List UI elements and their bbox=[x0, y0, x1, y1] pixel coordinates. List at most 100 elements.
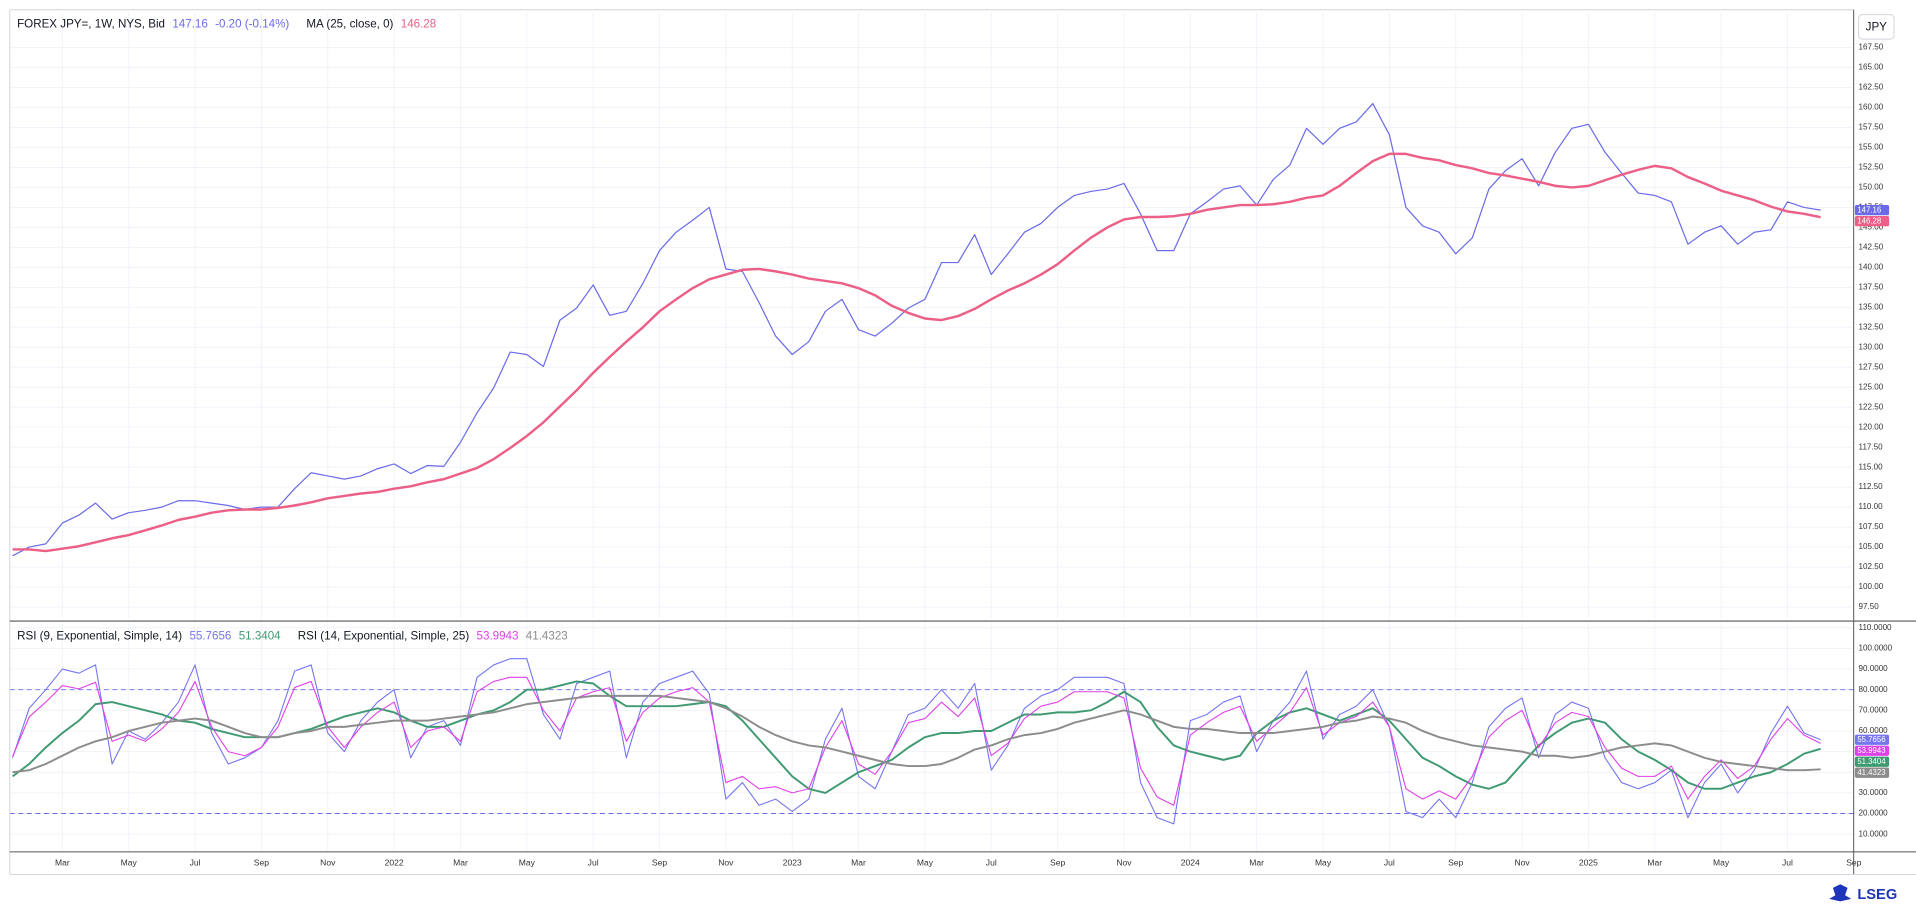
y-tick-label: 120.00 bbox=[1859, 422, 1884, 431]
last-value-label: 147.16 bbox=[1857, 206, 1881, 215]
y-tick-label: 122.50 bbox=[1859, 402, 1884, 411]
y-tick-label: 80.0000 bbox=[1859, 685, 1889, 694]
x-tick-label: Jul bbox=[1384, 858, 1395, 868]
legend-title: RSI (9, Exponential, Simple, 14) bbox=[17, 629, 182, 642]
frame bbox=[9, 9, 1916, 875]
series-line bbox=[12, 680, 1821, 794]
x-tick-label: Sep bbox=[1448, 858, 1463, 868]
legend-title: RSI (14, Exponential, Simple, 25) bbox=[298, 629, 470, 642]
y-tick-label: 110.00 bbox=[1859, 502, 1884, 511]
x-tick-label: Mar bbox=[453, 858, 468, 868]
last-value-label: 41.4323 bbox=[1857, 768, 1885, 777]
last-value-badge bbox=[1854, 205, 1890, 216]
x-tick-label: 2025 bbox=[1579, 858, 1598, 868]
x-tick-label: May bbox=[1315, 858, 1332, 868]
x-tick-label: May bbox=[917, 858, 934, 868]
x-tick-label: Jul bbox=[190, 858, 201, 868]
x-tick-label: Nov bbox=[718, 858, 734, 868]
x-tick-label: Jul bbox=[986, 858, 997, 868]
y-tick-label: 70.0000 bbox=[1859, 705, 1889, 714]
unit-box[interactable] bbox=[1858, 14, 1895, 40]
legend-value: 41.4323 bbox=[526, 629, 568, 642]
legend-change: -0.20 (-0.14%) bbox=[215, 17, 289, 30]
rsi-legend: RSI (9, Exponential, Simple, 14) 55.7656 5… bbox=[17, 629, 568, 642]
y-tick-label: 117.50 bbox=[1859, 442, 1884, 451]
legend-title: FOREX JPY=, 1W, NYS, Bid bbox=[17, 17, 165, 30]
series-line bbox=[12, 102, 1821, 557]
y-tick-label: 102.50 bbox=[1859, 562, 1884, 571]
x-tick-label: Nov bbox=[1514, 858, 1530, 868]
last-value-badge bbox=[1854, 767, 1890, 778]
x-tick-label: Sep bbox=[1050, 858, 1065, 868]
legend-value: 146.28 bbox=[401, 17, 436, 30]
x-tick-label: Mar bbox=[1249, 858, 1264, 868]
x-tick-label: Mar bbox=[851, 858, 866, 868]
y-tick-label: 105.00 bbox=[1859, 542, 1884, 551]
y-tick-label: 135.00 bbox=[1859, 302, 1884, 311]
y-tick-label: 130.00 bbox=[1859, 342, 1884, 351]
last-value-label: 53.9943 bbox=[1857, 746, 1885, 755]
series-line bbox=[12, 676, 1821, 806]
y-tick-label: 112.50 bbox=[1859, 482, 1884, 491]
y-tick-label: 145.00 bbox=[1859, 223, 1884, 232]
unit-label[interactable]: JPY bbox=[1866, 21, 1888, 34]
legend-value: 55.7656 bbox=[189, 629, 231, 642]
y-tick-label: 115.00 bbox=[1859, 462, 1884, 471]
last-value-badge bbox=[1854, 734, 1890, 745]
x-tick-label: Nov bbox=[1116, 858, 1132, 868]
plot bbox=[12, 102, 1821, 825]
y-tick-label: 150.00 bbox=[1859, 183, 1884, 192]
y-tick-label: 100.00 bbox=[1859, 582, 1884, 591]
y-tick-label: 125.00 bbox=[1859, 382, 1884, 391]
last-value-label: 55.7656 bbox=[1857, 735, 1885, 744]
series-line bbox=[12, 694, 1821, 774]
y-tick-label: 127.50 bbox=[1859, 362, 1884, 371]
x-tick-label: 2022 bbox=[385, 858, 404, 868]
price-legend: FOREX JPY=, 1W, NYS, Bid 147.16 -0.20 (-0.… bbox=[17, 17, 436, 30]
x-tick-label: May bbox=[121, 858, 138, 868]
y-tick-label: 140.00 bbox=[1859, 262, 1884, 271]
last-value-badge bbox=[1854, 745, 1890, 756]
y-tick-label: 30.0000 bbox=[1859, 788, 1889, 797]
y-tick-label: 142.50 bbox=[1859, 243, 1884, 252]
x-tick-label: May bbox=[1713, 858, 1730, 868]
y-tick-label: 157.50 bbox=[1859, 123, 1884, 132]
y-tick-label: 60.0000 bbox=[1859, 726, 1889, 735]
y-tick-label: 20.0000 bbox=[1859, 809, 1889, 818]
series-line bbox=[12, 152, 1821, 553]
last-value-badge bbox=[1854, 756, 1890, 767]
y-tick-label: 165.00 bbox=[1859, 63, 1884, 72]
y-tick-label: 10.0000 bbox=[1859, 829, 1889, 838]
x-tick-label: 2024 bbox=[1181, 858, 1200, 868]
logo: LSEG bbox=[1829, 884, 1897, 903]
x-tick-label: Nov bbox=[320, 858, 336, 868]
x-tick-label: Sep bbox=[1846, 858, 1861, 868]
y-tick-label: 110.0000 bbox=[1859, 623, 1892, 632]
y-tick-label: 160.00 bbox=[1859, 103, 1884, 112]
y-tick-label: 132.50 bbox=[1859, 322, 1884, 331]
y-tick-label: 90.0000 bbox=[1859, 664, 1889, 673]
x-tick-label: Sep bbox=[254, 858, 269, 868]
x-tick-label: Mar bbox=[55, 858, 70, 868]
legend-value: 147.16 bbox=[172, 17, 207, 30]
x-tick-label: Mar bbox=[1647, 858, 1662, 868]
y-tick-label: 97.50 bbox=[1859, 602, 1880, 611]
y-tick-label: 152.50 bbox=[1859, 163, 1884, 172]
logo-icon bbox=[1829, 884, 1852, 902]
y-tick-label: 162.50 bbox=[1859, 83, 1884, 92]
x-tick-label: Jul bbox=[1782, 858, 1793, 868]
x-tick-label: May bbox=[519, 858, 536, 868]
x-tick-label: Sep bbox=[652, 858, 667, 868]
last-value-badge bbox=[1854, 216, 1890, 227]
series-line bbox=[12, 658, 1821, 825]
grid bbox=[9, 12, 1855, 852]
x-tick-label: 2023 bbox=[783, 858, 802, 868]
legend-value: 53.9943 bbox=[477, 629, 519, 642]
legend-title: MA (25, close, 0) bbox=[306, 17, 393, 30]
x-tick-label: Jul bbox=[588, 858, 599, 868]
y-tick-label: 167.50 bbox=[1859, 43, 1884, 52]
y-tick-label: 107.50 bbox=[1859, 522, 1884, 531]
